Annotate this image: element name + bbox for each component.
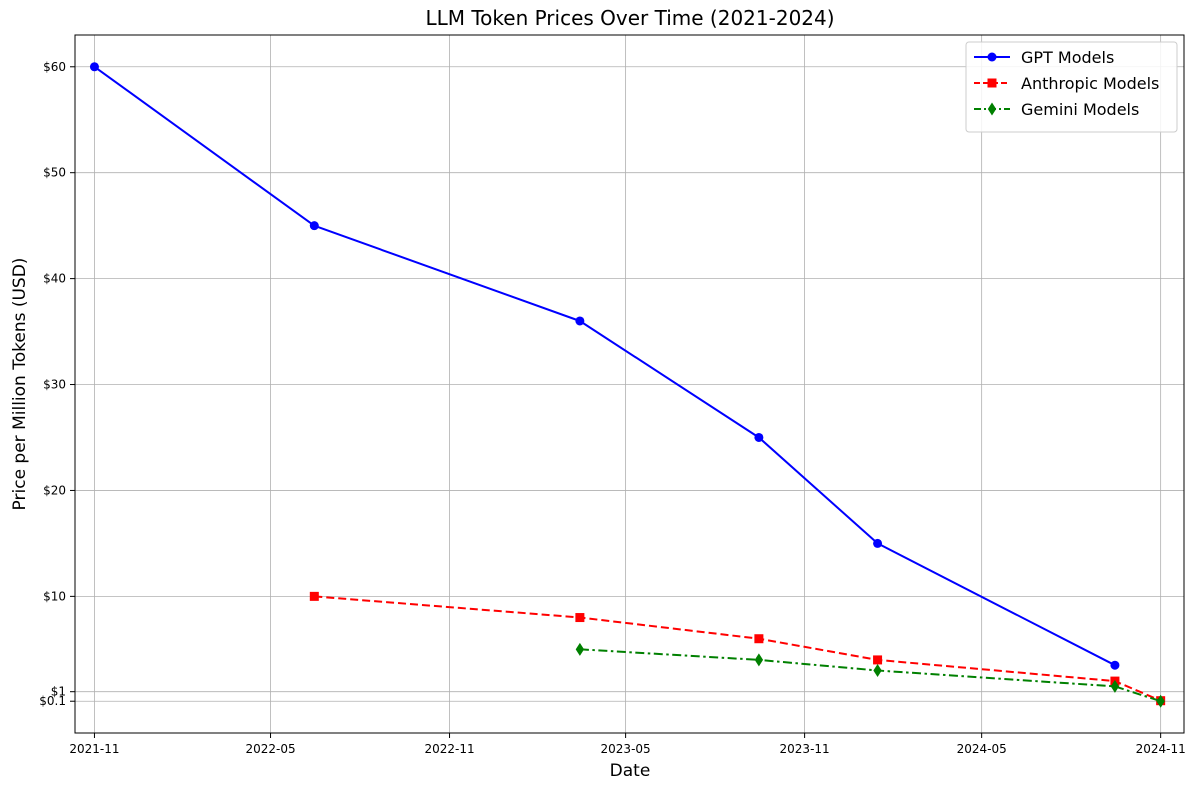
chart-title: LLM Token Prices Over Time (2021-2024) bbox=[425, 6, 834, 30]
series-line-anthropic-models bbox=[314, 595, 1162, 702]
data-point-gpt-models bbox=[1110, 660, 1120, 670]
y-tick-label: $30 bbox=[43, 378, 66, 392]
data-point-gemini-models bbox=[873, 664, 882, 678]
legend-marker bbox=[987, 52, 997, 62]
data-point-gemini-models bbox=[754, 653, 764, 667]
y-tick-label: $50 bbox=[43, 166, 66, 180]
data-point-gpt-models bbox=[575, 316, 585, 326]
data-point-gpt-models bbox=[309, 221, 319, 231]
x-tick-label: 2022-11 bbox=[424, 742, 474, 756]
series-gemini-models bbox=[575, 642, 1165, 708]
y-tick-label: $20 bbox=[43, 483, 66, 497]
legend-label: GPT Models bbox=[1021, 48, 1114, 67]
grid-lines bbox=[75, 35, 1184, 733]
series-line-gemini-models bbox=[579, 648, 1162, 703]
legend-item-gemini-models: Gemini Models bbox=[974, 100, 1139, 119]
legend-item-anthropic-models: Anthropic Models bbox=[974, 74, 1159, 93]
series-anthropic-models bbox=[309, 591, 1166, 706]
data-point-gpt-models bbox=[754, 432, 764, 442]
data-point-gpt-models bbox=[89, 62, 99, 72]
series-gpt-models bbox=[89, 62, 1120, 670]
x-tick-label: 2022-05 bbox=[245, 742, 295, 756]
data-point-gpt-models bbox=[873, 538, 883, 548]
legend: GPT Models Anthropic Models Gemini Models bbox=[965, 41, 1178, 133]
legend-label: Anthropic Models bbox=[1021, 74, 1159, 93]
x-tick-label: 2024-11 bbox=[1136, 742, 1186, 756]
x-axis-label: Date bbox=[610, 761, 651, 781]
data-point-anthropic-models bbox=[575, 613, 585, 623]
legend-marker bbox=[987, 78, 997, 88]
x-axis-ticks: 2021-11 2022-05 2022-11 2023-05 2023-11 2024-… bbox=[69, 733, 1186, 756]
y-tick-label: $1 bbox=[51, 685, 66, 699]
y-axis-ticks: $0.1$1 $10 $20 $30 $40 $50 $60 bbox=[39, 60, 75, 708]
series-layer bbox=[89, 62, 1166, 708]
series-line-gpt-models bbox=[93, 65, 1116, 667]
y-tick-label: $40 bbox=[43, 272, 66, 286]
legend-label: Gemini Models bbox=[1021, 100, 1139, 119]
x-tick-label: 2024-05 bbox=[957, 742, 1007, 756]
y-tick-label: $60 bbox=[43, 60, 66, 74]
plot-frame bbox=[74, 34, 1185, 734]
data-point-anthropic-models bbox=[754, 634, 764, 644]
y-axis-label: Price per Million Tokens (USD) bbox=[10, 258, 30, 511]
data-point-gemini-models bbox=[575, 642, 585, 656]
data-point-anthropic-models bbox=[309, 591, 319, 601]
legend-marker bbox=[987, 102, 997, 116]
legend-box bbox=[965, 41, 1178, 133]
data-point-gemini-models bbox=[1110, 679, 1120, 693]
x-tick-label: 2023-05 bbox=[601, 742, 651, 756]
data-point-anthropic-models bbox=[873, 655, 883, 665]
x-tick-label: 2023-11 bbox=[780, 742, 830, 756]
data-point-gemini-models bbox=[1156, 694, 1165, 708]
y-tick-label: $0.1 bbox=[39, 694, 66, 708]
y-tick-label: $10 bbox=[43, 589, 66, 603]
x-tick-label: 2021-11 bbox=[69, 742, 119, 756]
legend-item-gpt-models: GPT Models bbox=[974, 48, 1114, 67]
